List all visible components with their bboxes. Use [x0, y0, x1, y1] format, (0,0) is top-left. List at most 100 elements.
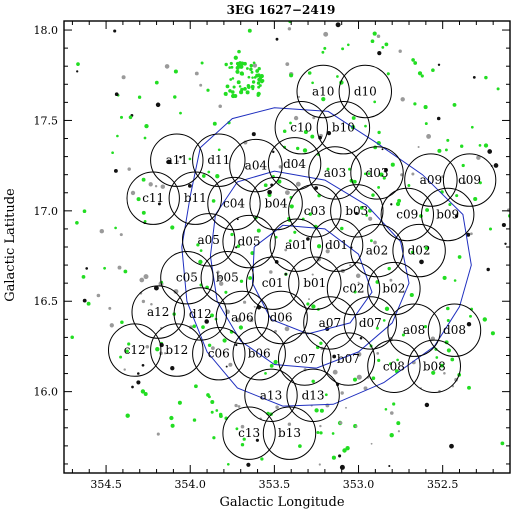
- star-point: [179, 155, 182, 159]
- star-point: [82, 209, 87, 214]
- star-point: [155, 102, 161, 108]
- star-point: [440, 363, 444, 368]
- star-point: [319, 341, 323, 345]
- star-point: [478, 181, 482, 185]
- star-point: [382, 319, 386, 322]
- star-point: [170, 225, 175, 230]
- field-label-b13: b13: [278, 426, 301, 440]
- star-point: [386, 72, 390, 76]
- star-point: [163, 352, 167, 355]
- star-point: [253, 305, 256, 308]
- field-label-a11: a11: [166, 153, 188, 167]
- field-label-d09: d09: [458, 173, 481, 187]
- field-label-b01: b01: [303, 276, 326, 290]
- star-point: [210, 410, 214, 414]
- contour-middle: [209, 170, 410, 369]
- field-circle-b06: [232, 327, 286, 381]
- star-point: [424, 402, 430, 408]
- field-label-c09: c09: [396, 208, 418, 222]
- field-circle-b04: [249, 176, 303, 231]
- field-circle-c03: [288, 184, 342, 238]
- star-point: [466, 322, 472, 327]
- star-point: [75, 220, 79, 225]
- field-label-c11: c11: [142, 191, 164, 205]
- star-point: [239, 279, 244, 283]
- star-point: [321, 96, 326, 102]
- star-point: [70, 335, 74, 339]
- contour-outer: [181, 107, 472, 407]
- star-point: [251, 132, 256, 137]
- star-point: [470, 125, 474, 129]
- field-label-d13: d13: [302, 388, 325, 402]
- star-point: [463, 181, 467, 184]
- field-label-a12: a12: [147, 305, 169, 319]
- star-point: [423, 324, 428, 329]
- star-point: [478, 144, 482, 147]
- star-point: [255, 438, 259, 442]
- star-point: [143, 274, 149, 280]
- star-point: [353, 290, 357, 294]
- star-point: [306, 237, 310, 241]
- star-point: [260, 79, 264, 84]
- star-point: [127, 342, 131, 346]
- star-point: [390, 162, 395, 167]
- star-point: [370, 239, 373, 243]
- star-point: [423, 105, 428, 110]
- star-point: [293, 230, 297, 234]
- star-point: [120, 320, 124, 324]
- star-point: [243, 87, 247, 91]
- star-point: [224, 290, 228, 294]
- star-point: [164, 64, 170, 69]
- star-point: [316, 244, 322, 249]
- star-point: [363, 172, 367, 176]
- field-circle-d01: [309, 218, 364, 272]
- field-circle-b02: [367, 261, 421, 316]
- star-point: [240, 61, 245, 66]
- star-point: [411, 58, 415, 62]
- star-point: [128, 115, 133, 120]
- star-point: [82, 298, 87, 303]
- star-point: [483, 143, 489, 148]
- field-circle-a10: [296, 64, 350, 119]
- star-point: [234, 403, 238, 408]
- y-tick-label: 18.0: [34, 24, 59, 37]
- star-point: [267, 189, 272, 195]
- star-point: [143, 392, 148, 396]
- star-point: [311, 273, 314, 276]
- star-point: [235, 65, 240, 70]
- field-circle-d04: [267, 137, 322, 191]
- star-point: [194, 71, 199, 76]
- star-point: [206, 393, 210, 397]
- field-circle-b12: [150, 323, 204, 377]
- star-point: [96, 293, 101, 298]
- star-point: [377, 50, 382, 56]
- star-point: [277, 179, 282, 184]
- field-circle-d07: [343, 296, 397, 350]
- star-point: [413, 61, 418, 65]
- star-point: [170, 366, 175, 371]
- star-point: [376, 352, 380, 355]
- star-point: [347, 43, 350, 47]
- star-point: [338, 454, 342, 458]
- star-point: [154, 80, 159, 85]
- star-point: [173, 289, 179, 294]
- star-point: [250, 84, 255, 89]
- field-labels: a10 d10 c10 b10 a11 d11 a04 d04 a03 d03 a09 d09 c11 b…: [124, 85, 481, 441]
- field-label-c10: c10: [290, 121, 312, 135]
- field-circle-a09: [404, 153, 458, 207]
- star-point: [331, 432, 335, 435]
- field-label-b06: b06: [248, 347, 271, 361]
- star-point: [216, 270, 220, 274]
- field-label-b10: b10: [332, 121, 355, 135]
- star-point: [125, 413, 130, 418]
- star-point: [219, 281, 224, 286]
- star-point: [121, 75, 126, 80]
- star-point: [490, 331, 495, 336]
- star-point: [431, 68, 435, 72]
- star-point: [249, 67, 253, 72]
- star-point: [212, 121, 217, 126]
- field-label-c06: c06: [208, 347, 230, 361]
- field-circle-a07: [303, 296, 357, 350]
- star-point: [249, 318, 254, 323]
